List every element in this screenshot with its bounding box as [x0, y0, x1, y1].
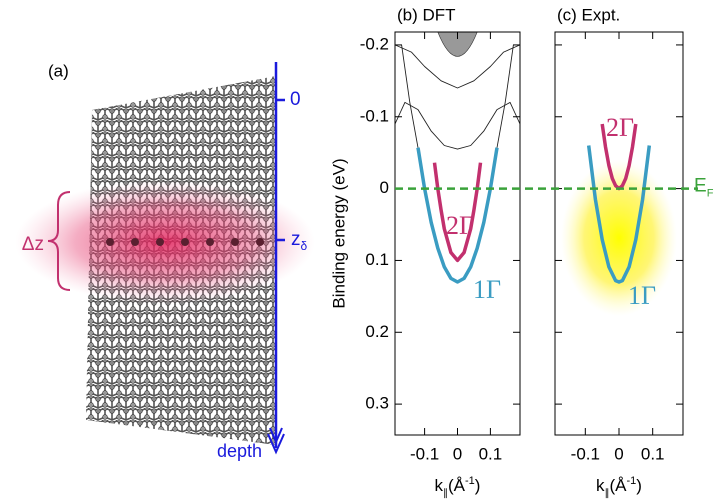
band-label: 1Γ — [473, 275, 501, 304]
band-manifold — [437, 31, 478, 57]
delta-sub: δ — [301, 239, 308, 253]
x-tick-label: 0 — [614, 444, 623, 463]
x-label-part: -1 — [627, 475, 637, 487]
brace — [47, 191, 71, 291]
dz-label: Δz — [22, 234, 44, 255]
y-tick-label: 0.2 — [365, 322, 389, 341]
panel-a: Δz (a) 0 zδ depth — [15, 61, 315, 461]
panel-title: (c) Expt. — [557, 5, 620, 24]
x-label-part: ∥ — [443, 488, 448, 499]
x-axis-label: k∥(Å-1) — [435, 475, 481, 499]
x-label-part: (Å — [610, 476, 628, 495]
x-tick-label: 0.1 — [641, 444, 665, 463]
depth-label: depth — [217, 441, 262, 461]
fermi-label: EF — [694, 176, 714, 200]
x-tick-label: -0.1 — [571, 444, 600, 463]
x-label-part: (Å — [448, 476, 466, 495]
depth-arrow — [267, 427, 285, 455]
band-line — [586, 145, 652, 284]
y-tick-label: -0.1 — [360, 106, 389, 125]
z-delta: zδ — [291, 229, 308, 253]
fermi-sub: F — [707, 188, 714, 200]
x-label-part: ) — [475, 476, 481, 495]
band-label: 1Γ — [628, 281, 656, 310]
delta-layer-glow — [15, 180, 315, 304]
y-tick-label: 0 — [380, 178, 389, 197]
fermi-e: E — [694, 176, 707, 197]
x-label-part: k — [596, 476, 605, 495]
y-tick-label: -0.2 — [360, 34, 389, 53]
x-tick-label: 0.1 — [479, 444, 503, 463]
x-axis-label: k∥(Å-1) — [596, 475, 642, 499]
z-label: z — [291, 229, 301, 250]
band-line — [394, 44, 521, 89]
band-label: 2Γ — [446, 211, 474, 240]
x-label-part: ∥ — [605, 488, 610, 499]
x-label-part: -1 — [465, 475, 475, 487]
expt-intensity — [561, 160, 677, 316]
band-line — [401, 44, 514, 148]
y-tick-label: 0.1 — [365, 250, 389, 269]
y-axis-label: Binding energy (eV) — [329, 158, 348, 308]
y-tick-label: 0.3 — [365, 394, 389, 413]
band-line — [432, 162, 483, 263]
x-label-part: ) — [636, 476, 642, 495]
band-line — [416, 147, 499, 284]
x-tick-label: 0 — [453, 444, 462, 463]
band-line — [394, 101, 521, 150]
panel-label: (a) — [48, 61, 69, 80]
x-tick-label: -0.1 — [410, 444, 439, 463]
panel-title: (b) DFT — [397, 5, 456, 24]
depth-zero: 0 — [290, 89, 301, 110]
x-label-part: k — [435, 476, 444, 495]
dopant-row — [106, 238, 264, 246]
band-label: 2Γ — [606, 113, 634, 142]
